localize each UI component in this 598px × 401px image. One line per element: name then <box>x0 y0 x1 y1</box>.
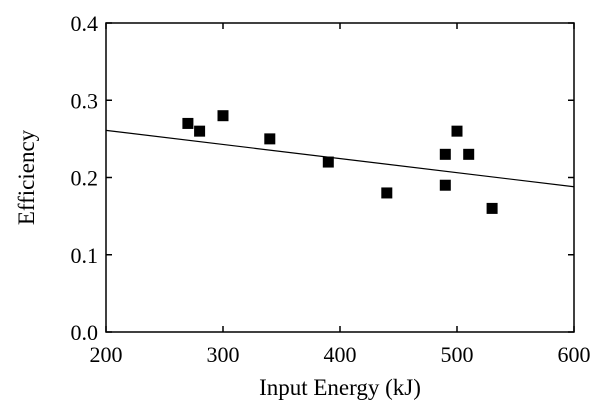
axis-ticks <box>105 22 575 333</box>
x-tick-label: 500 <box>441 342 474 367</box>
trend-line <box>105 129 575 188</box>
data-point <box>439 148 451 160</box>
y-tick-label: 0.1 <box>71 243 99 268</box>
data-point <box>217 110 229 122</box>
x-tick-label: 200 <box>90 342 123 367</box>
data-point <box>182 117 194 129</box>
x-axis-title: Input Energy (kJ) <box>259 375 421 400</box>
x-tick-label: 400 <box>324 342 357 367</box>
x-tick-label: 600 <box>558 342 591 367</box>
data-point <box>439 179 451 191</box>
y-tick-label: 0.2 <box>71 166 99 191</box>
plot-frame <box>105 22 575 333</box>
data-point <box>451 125 463 137</box>
data-point <box>194 125 206 137</box>
tick-labels: 200 300 400 500 600 0.0 0.1 0.2 0.3 0.4 <box>71 11 591 367</box>
data-points <box>182 110 498 214</box>
data-point <box>264 133 276 145</box>
x-tick-label: 300 <box>207 342 240 367</box>
y-tick-label: 0.4 <box>71 11 99 36</box>
y-tick-label: 0.3 <box>71 88 99 113</box>
data-point <box>381 187 393 199</box>
y-axis-title: Efficiency <box>14 129 39 225</box>
y-tick-label: 0.0 <box>71 320 99 345</box>
data-point <box>486 202 498 214</box>
data-point <box>322 156 334 168</box>
data-point <box>463 148 475 160</box>
